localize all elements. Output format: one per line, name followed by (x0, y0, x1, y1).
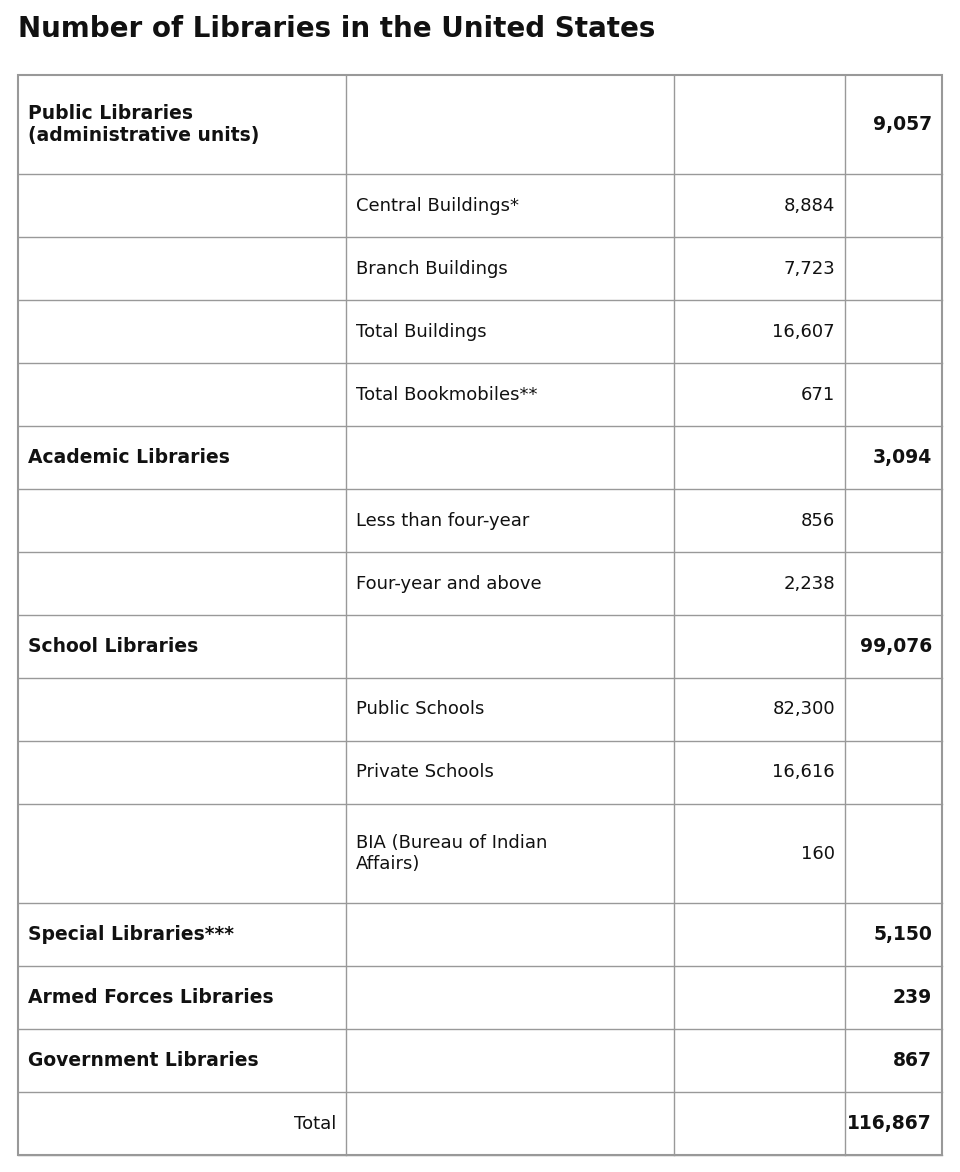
Text: 239: 239 (893, 988, 932, 1007)
Text: 5,150: 5,150 (874, 925, 932, 945)
Text: Total Buildings: Total Buildings (356, 322, 487, 341)
Text: Central Buildings*: Central Buildings* (356, 197, 519, 214)
Text: Branch Buildings: Branch Buildings (356, 260, 508, 278)
Text: Armed Forces Libraries: Armed Forces Libraries (28, 988, 274, 1007)
Text: 2,238: 2,238 (783, 574, 835, 593)
Text: Academic Libraries: Academic Libraries (28, 448, 229, 468)
Text: Special Libraries***: Special Libraries*** (28, 925, 234, 945)
Text: 82,300: 82,300 (773, 701, 835, 718)
Text: Public Schools: Public Schools (356, 701, 485, 718)
Text: BIA (Bureau of Indian
Affairs): BIA (Bureau of Indian Affairs) (356, 834, 547, 873)
Text: Four-year and above: Four-year and above (356, 574, 541, 593)
Text: Government Libraries: Government Libraries (28, 1051, 258, 1070)
Text: 9,057: 9,057 (873, 115, 932, 135)
Text: Number of Libraries in the United States: Number of Libraries in the United States (18, 15, 656, 43)
Text: Less than four-year: Less than four-year (356, 512, 529, 530)
Text: School Libraries: School Libraries (28, 636, 199, 656)
Text: 671: 671 (801, 386, 835, 403)
Text: 856: 856 (801, 512, 835, 530)
Text: Public Libraries
(administrative units): Public Libraries (administrative units) (28, 104, 259, 145)
Text: Total: Total (294, 1115, 336, 1132)
Text: 16,607: 16,607 (773, 322, 835, 341)
Text: 116,867: 116,867 (848, 1115, 932, 1133)
Text: 99,076: 99,076 (860, 636, 932, 656)
Text: 7,723: 7,723 (783, 260, 835, 278)
Text: Private Schools: Private Schools (356, 763, 493, 782)
Text: 8,884: 8,884 (783, 197, 835, 214)
Text: 16,616: 16,616 (773, 763, 835, 782)
Text: Total Bookmobiles**: Total Bookmobiles** (356, 386, 538, 403)
Text: 3,094: 3,094 (873, 448, 932, 468)
Text: 867: 867 (893, 1051, 932, 1070)
Text: 160: 160 (801, 845, 835, 863)
